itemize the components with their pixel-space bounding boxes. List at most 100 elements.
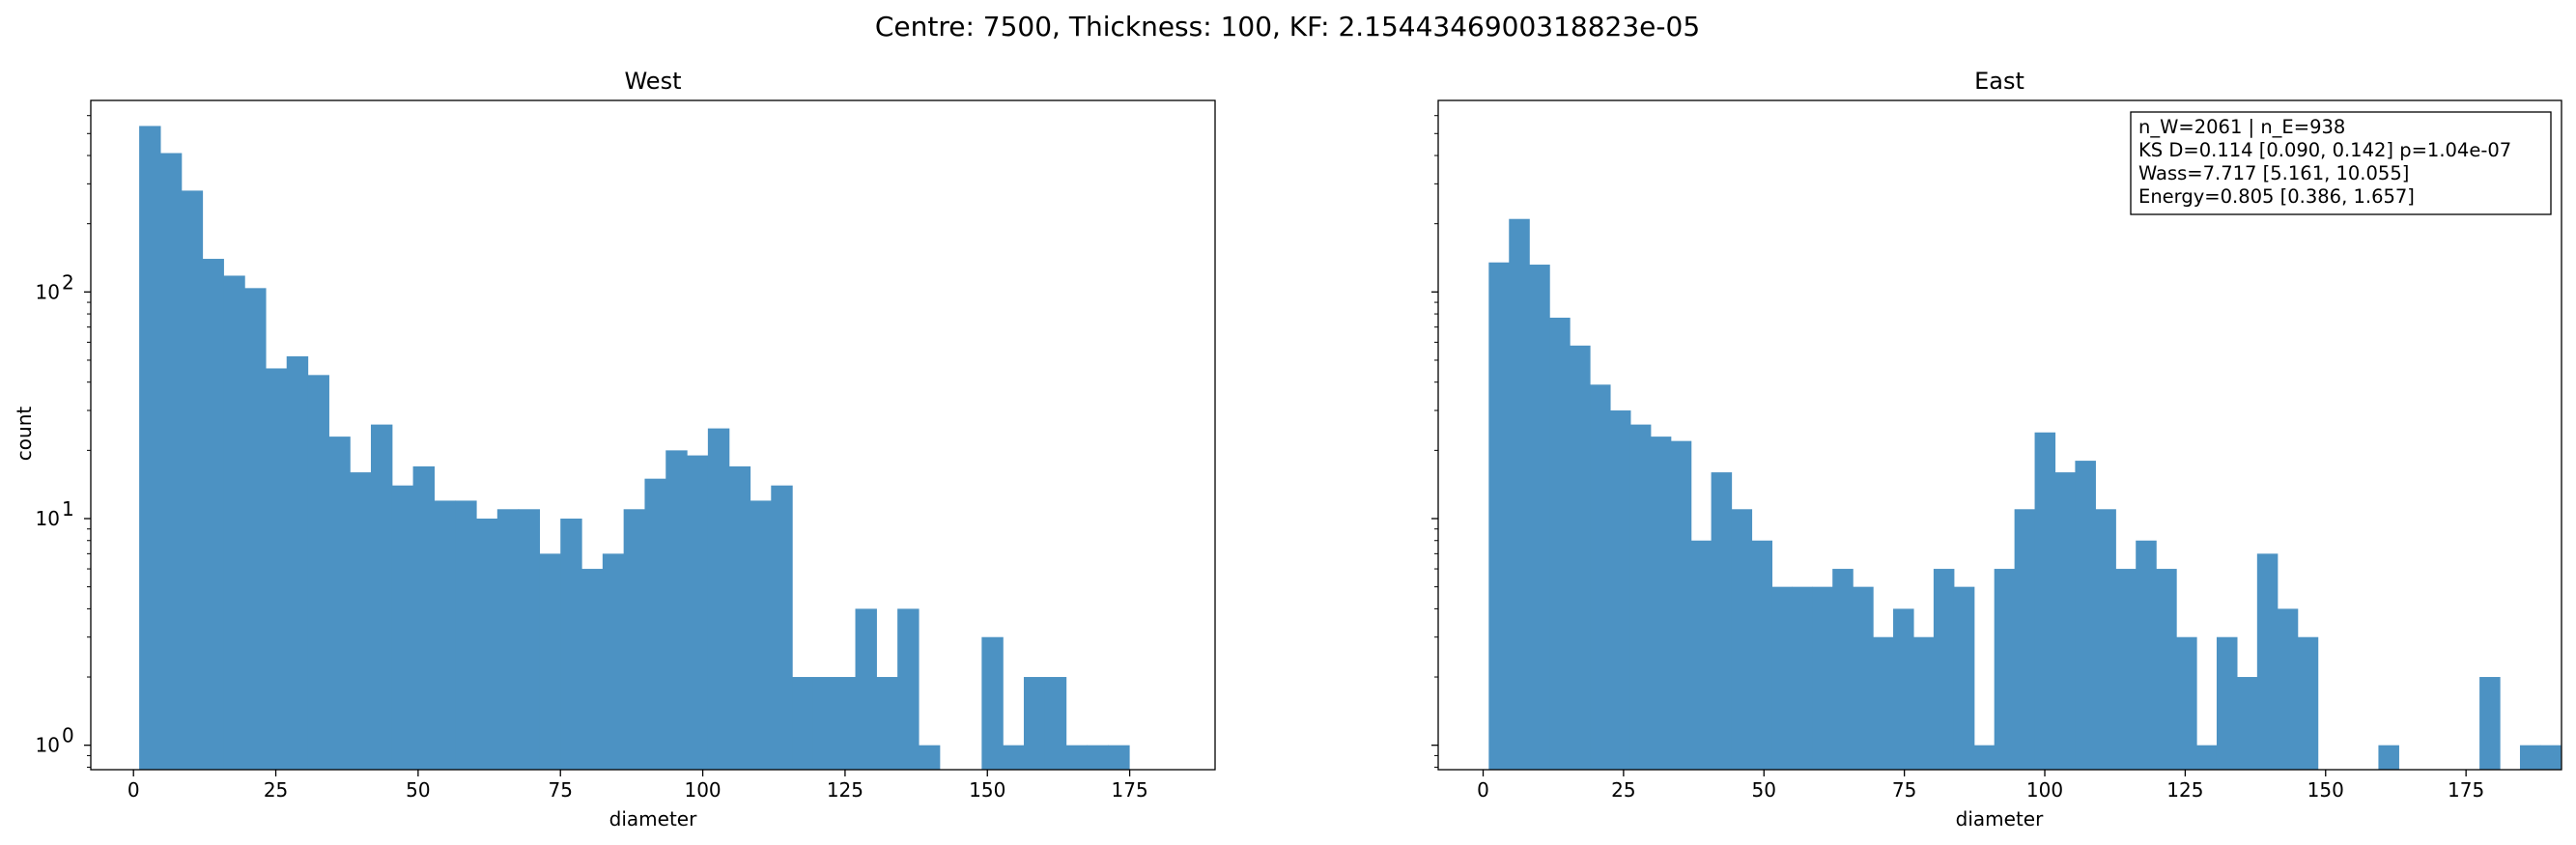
histogram-bar — [412, 465, 435, 770]
stats-line-energy: Energy=0.805 [0.386, 1.657] — [2138, 185, 2415, 208]
histogram-bar — [2196, 745, 2218, 770]
x-tick-label: 50 — [406, 778, 430, 802]
histogram-bar — [223, 275, 245, 770]
histogram-bar — [1609, 410, 1631, 770]
x-tick-label: 75 — [549, 778, 573, 802]
x-tick-label: 50 — [1752, 778, 1776, 802]
histogram-bar — [771, 485, 793, 770]
histogram-bar — [2539, 745, 2562, 770]
east-panel: East 0 25 50 75 100 125 150 175 diameter n_W=20… — [1431, 68, 2562, 831]
y-axis-label: count — [13, 407, 36, 462]
x-tick-label: 175 — [1112, 778, 1148, 802]
histogram-bar — [1792, 586, 1813, 770]
west-axes-frame — [90, 99, 1216, 771]
east-panel-title: East — [1974, 68, 2024, 95]
histogram-bar — [623, 509, 646, 770]
histogram-bar — [181, 190, 204, 770]
y-tick-exponent: 1 — [62, 497, 74, 521]
west-x-axis-label: diameter — [609, 807, 697, 831]
histogram-bar — [1711, 472, 1733, 770]
histogram-bar — [1629, 424, 1652, 770]
histogram-bar — [476, 519, 498, 770]
histogram-bar — [2014, 509, 2036, 770]
histogram-bar — [159, 153, 183, 770]
y-tick-label: 10 — [36, 280, 60, 303]
histogram-bar — [391, 485, 414, 770]
east-axes-frame — [1437, 99, 2562, 771]
histogram-bar — [1003, 745, 1025, 770]
histogram-bar — [2236, 677, 2258, 770]
histogram-bar — [1065, 745, 1088, 770]
histogram-bar — [1690, 540, 1713, 770]
histogram-bar — [2519, 745, 2541, 770]
histogram-bar — [581, 569, 604, 770]
histogram-bar — [1933, 569, 1955, 770]
histogram-bar — [307, 375, 329, 770]
histogram-bar — [1650, 437, 1672, 770]
histogram-bar — [707, 428, 730, 770]
east-x-ticks: 0 25 50 75 100 125 150 175 — [1477, 770, 2484, 802]
histogram-bar — [1570, 345, 1591, 770]
x-tick-label: 125 — [2166, 778, 2203, 802]
histogram-bar — [455, 500, 477, 770]
histogram-bar — [792, 677, 814, 770]
x-tick-label: 100 — [684, 778, 721, 802]
y-tick-label: 10 — [36, 734, 60, 757]
histogram-bar — [1529, 265, 1550, 770]
histogram-bar — [1488, 262, 1510, 770]
x-tick-label: 150 — [969, 778, 1005, 802]
histogram-bar — [1731, 509, 1753, 770]
histogram-bar — [2216, 636, 2238, 770]
west-panel-title: West — [624, 68, 681, 95]
histogram-bar — [1973, 745, 1996, 770]
histogram-bar — [2054, 472, 2077, 770]
histogram-bar — [1549, 317, 1571, 770]
histogram-bar — [539, 553, 561, 770]
histogram-bar — [286, 355, 309, 770]
y-tick-exponent: 0 — [62, 724, 74, 747]
x-tick-label: 25 — [1611, 778, 1635, 802]
histogram-bar — [244, 288, 267, 770]
histogram-bar — [1994, 569, 2016, 770]
stats-annotation-box: n_W=2061 | n_E=938 KS D=0.114 [0.090, 0.… — [2130, 111, 2552, 215]
histogram-bar — [1771, 586, 1793, 770]
histogram-bar — [2479, 677, 2501, 770]
x-tick-label: 100 — [2026, 778, 2063, 802]
histogram-bar — [981, 636, 1004, 770]
histogram-bar — [1044, 677, 1067, 770]
histogram-bar — [1893, 608, 1914, 770]
histogram-bar — [202, 259, 224, 770]
histogram-bar — [1812, 586, 1833, 770]
east-histogram-bars — [1488, 218, 2562, 770]
histogram-bar — [2095, 509, 2116, 770]
histogram-bar — [496, 509, 520, 770]
histogram-bar — [518, 509, 541, 770]
histogram-bar — [2136, 540, 2157, 770]
histogram-bar — [1853, 586, 1874, 770]
x-tick-label: 0 — [127, 778, 140, 802]
histogram-bar — [434, 500, 456, 770]
x-tick-label: 75 — [1892, 778, 1916, 802]
histogram-bar — [897, 608, 920, 770]
histogram-bar — [1087, 745, 1109, 770]
histogram-bar — [2277, 608, 2299, 770]
histogram-bar — [602, 553, 625, 770]
histogram-bar — [2176, 636, 2197, 770]
east-x-axis-label: diameter — [1956, 807, 2044, 831]
figure-suptitle: Centre: 7500, Thickness: 100, KF: 2.1544… — [875, 11, 1700, 42]
stats-line-ks: KS D=0.114 [0.090, 0.142] p=1.04e-07 — [2138, 139, 2511, 161]
histogram-bar — [2156, 569, 2177, 770]
histogram-bar — [918, 745, 941, 770]
histogram-bar — [139, 126, 161, 770]
histogram-bar — [1590, 384, 1611, 770]
histogram-bar — [1873, 636, 1894, 770]
histogram-bar — [834, 677, 857, 770]
histogram-bar — [328, 437, 351, 770]
histogram-bar — [2115, 569, 2137, 770]
west-histogram-bars — [139, 126, 1130, 770]
y-tick-label: 10 — [36, 507, 60, 530]
histogram-bar — [1509, 218, 1530, 770]
histogram-bar — [1751, 540, 1773, 770]
